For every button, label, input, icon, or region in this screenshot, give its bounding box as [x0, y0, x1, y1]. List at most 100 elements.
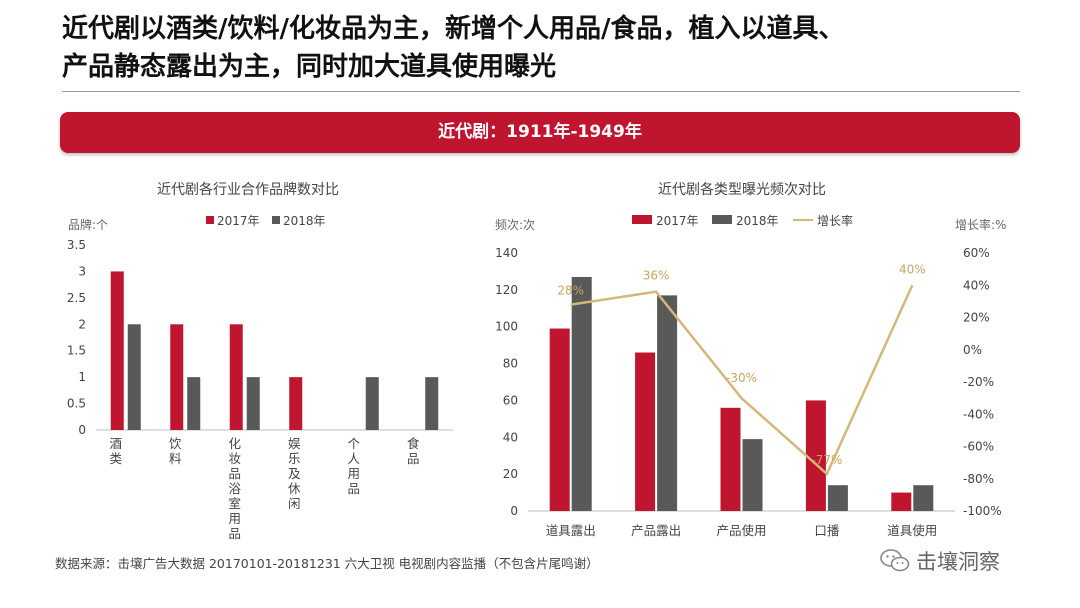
- left-bar-2018: [127, 324, 141, 430]
- right-x-tick-label: 产品使用: [716, 523, 766, 538]
- right-bar-2018: [657, 295, 678, 511]
- right-x-tick-label: 口播: [814, 523, 840, 538]
- left-x-tick-label-char: 休: [288, 481, 301, 496]
- right-y2-tick-label: -100%: [963, 504, 1002, 518]
- era-banner: 近代剧：1911年-1949年: [60, 112, 1020, 153]
- right-bar-2018: [827, 485, 848, 511]
- left-y-tick-label: 2.5: [67, 291, 86, 305]
- left-x-tick-label-char: 品: [228, 466, 241, 481]
- right-y2-tick-label: -60%: [963, 440, 994, 454]
- right-bar-2018: [913, 485, 934, 511]
- left-y-tick-label: 3: [78, 264, 86, 278]
- left-chart-title: 近代剧各行业合作品牌数对比: [157, 181, 339, 198]
- right-y-tick-label: 120: [495, 283, 518, 297]
- left-x-tick-label-char: 类: [109, 451, 122, 466]
- right-bar-2018: [571, 276, 592, 511]
- right-legend-2018: 2018年: [736, 214, 779, 228]
- left-bar-2018: [246, 377, 260, 430]
- left-x-tick-label-char: 及: [288, 466, 301, 481]
- right-bar-2017: [891, 492, 912, 511]
- right-y2-axis-label: 增长率:%: [955, 217, 1006, 232]
- right-y2-tick-label: 40%: [963, 278, 990, 292]
- left-legend-swatch-2017: [206, 216, 214, 224]
- watermark: 击壤洞察: [880, 541, 1000, 581]
- left-y-tick-label: 1: [78, 370, 86, 384]
- left-x-tick-label-char: 妆: [228, 451, 241, 466]
- right-y2-tick-label: -40%: [963, 407, 994, 421]
- right-x-tick-label: 道具使用: [887, 523, 937, 538]
- right-bar-2018: [742, 439, 763, 511]
- growth-rate-data-label: 28%: [557, 284, 584, 298]
- left-x-tick-label-char: 人: [347, 451, 360, 466]
- left-x-tick-label-char: 乐: [288, 451, 301, 466]
- right-bar-2017: [549, 328, 570, 511]
- left-x-tick-label-char: 用: [228, 511, 241, 526]
- left-bar-2018: [187, 377, 201, 430]
- slide-title: 近代剧以酒类/饮料/化妆品为主，新增个人用品/食品，植入以道具、 产品静态露出为…: [62, 14, 845, 82]
- left-x-tick-label-char: 用: [347, 466, 360, 481]
- right-y-tick-label: 80: [503, 357, 518, 371]
- left-x-tick-label-char: 娱: [288, 436, 301, 451]
- charts-canvas: 近代剧各行业合作品牌数对比 品牌:个 2017年 2018年 0 0.5 1 1.5 2…: [67, 181, 1007, 541]
- left-x-tick-label-char: 品: [407, 451, 420, 466]
- right-y-tick-label: 100: [495, 320, 518, 334]
- right-y2-tick-label: 60%: [963, 246, 990, 260]
- left-x-tick-label-char: 个: [347, 436, 360, 451]
- right-legend-swatch-2018: [712, 215, 732, 224]
- left-x-tick-label-char: 化: [228, 436, 241, 451]
- right-y-tick-label: 140: [495, 246, 518, 260]
- right-bar-2017: [635, 352, 656, 511]
- growth-rate-data-label: 36%: [643, 269, 670, 283]
- right-bar-2017: [720, 407, 741, 511]
- right-x-tick-label: 产品露出: [631, 523, 681, 538]
- growth-rate-data-label: 40%: [899, 262, 926, 276]
- left-x-tick-label-char: 饮: [169, 436, 182, 451]
- brand-count-chart: 近代剧各行业合作品牌数对比 品牌:个 2017年 2018年 0 0.5 1 1.5 2…: [67, 181, 453, 541]
- left-legend: 2017年 2018年: [206, 214, 326, 228]
- left-x-tick-label-char: 品: [228, 526, 241, 541]
- left-x-tick-label-char: 浴: [228, 481, 241, 496]
- left-bar-2018: [365, 377, 379, 430]
- left-legend-swatch-2018: [272, 216, 280, 224]
- left-y-tick-label: 2: [78, 317, 86, 331]
- data-source-note: 数据来源：击壤广告大数据 20170101-20181231 六大卫视 电视剧内…: [55, 556, 599, 571]
- left-x-tick-label-char: 品: [347, 481, 360, 496]
- right-chart-title: 近代剧各类型曝光频次对比: [658, 182, 826, 198]
- right-y-axis-label: 频次:次: [495, 218, 535, 232]
- left-x-tick-label-char: 闲: [288, 496, 301, 511]
- right-x-tick-label: 道具露出: [546, 523, 596, 538]
- left-legend-2017: 2017年: [217, 214, 260, 228]
- right-y-tick-label: 0: [510, 504, 518, 518]
- left-x-tick-label-char: 室: [228, 496, 241, 511]
- right-y-tick-label: 60: [503, 393, 518, 407]
- left-x-tick-label-char: 料: [169, 451, 182, 466]
- right-legend-2017: 2017年: [656, 214, 699, 228]
- left-bar-2017: [170, 324, 184, 430]
- left-x-tick-label-char: 食: [407, 436, 420, 451]
- left-legend-2018: 2018年: [283, 214, 326, 228]
- right-y2-tick-label: -80%: [963, 472, 994, 486]
- right-y-tick-label: 40: [503, 430, 518, 444]
- growth-rate-data-label: -30%: [726, 371, 757, 385]
- right-y2-tick-label: 20%: [963, 311, 990, 325]
- right-legend: 2017年 2018年 增长率: [632, 213, 853, 228]
- watermark-text: 击壤洞察: [916, 550, 1000, 574]
- title-divider: [62, 91, 1020, 92]
- left-y-tick-label: 0.5: [67, 397, 86, 411]
- left-y-axis-label: 品牌:个: [68, 218, 108, 232]
- left-x-tick-label-char: 酒: [109, 436, 122, 451]
- left-y-tick-label: 0: [78, 423, 86, 437]
- right-y-tick-label: 20: [503, 467, 518, 481]
- right-y2-tick-label: 0%: [963, 343, 982, 357]
- growth-rate-line: [570, 284, 914, 476]
- right-legend-swatch-2017: [632, 215, 652, 224]
- growth-rate-data-label: -77%: [811, 453, 842, 467]
- wechat-icon: [880, 549, 910, 572]
- right-bar-2017: [805, 400, 826, 511]
- exposure-frequency-chart: 近代剧各类型曝光频次对比 频次:次 增长率:% 2017年 2018年 增长率 …: [495, 182, 1006, 538]
- right-legend-growth: 增长率: [817, 213, 853, 228]
- left-bar-2018: [425, 377, 439, 430]
- left-y-tick-label: 1.5: [67, 344, 86, 358]
- left-y-tick-label: 3.5: [67, 238, 86, 252]
- left-bar-2017: [229, 324, 243, 430]
